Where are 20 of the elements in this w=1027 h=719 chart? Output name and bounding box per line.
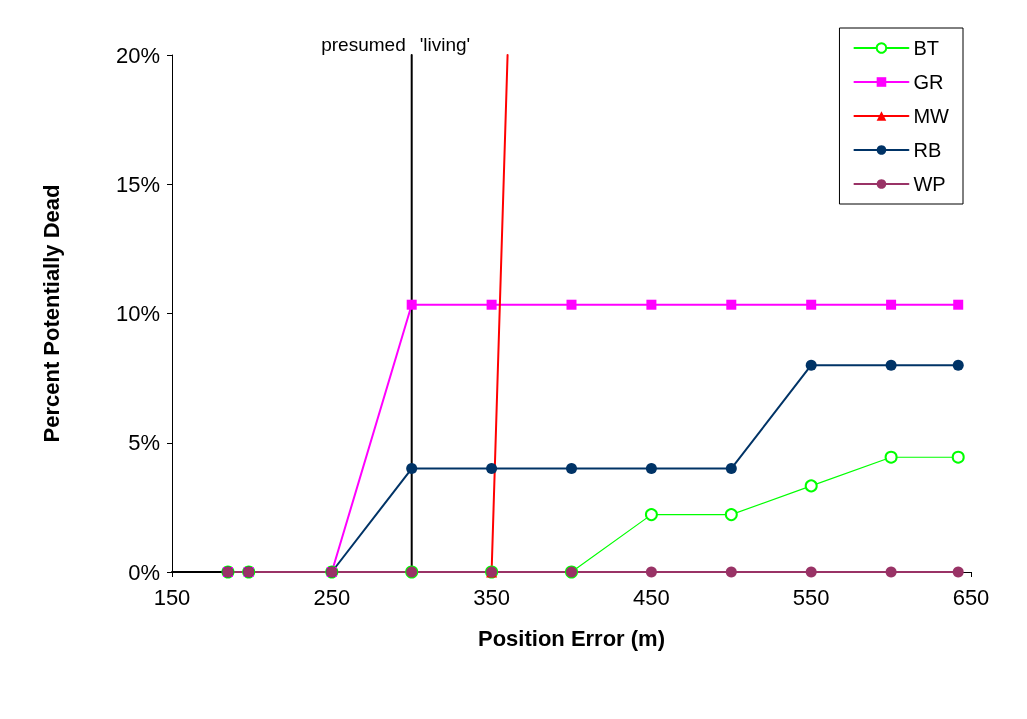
y-tick-label: 20% (115, 42, 160, 68)
x-tick-label: 350 (473, 584, 510, 610)
annotation: 'living' (419, 34, 471, 55)
annotation: presumed (321, 34, 406, 55)
legend-label: RB (913, 139, 942, 161)
x-tick-label: 150 (153, 584, 191, 610)
x-tick-label: 550 (792, 584, 830, 610)
legend-label: MW (913, 105, 950, 127)
y-tick-label: 5% (128, 430, 160, 456)
x-tick-label: 650 (952, 584, 990, 610)
y-tick-label: 0% (128, 559, 160, 585)
legend-label: GR (913, 71, 944, 93)
y-tick-label: 10% (115, 301, 160, 326)
legend-label: BT (913, 37, 940, 59)
y-axis-title: Percent Potentially Dead (38, 184, 64, 443)
x-axis-title: Position Error (m) (477, 625, 666, 651)
legend-label: WP (913, 173, 946, 195)
x-tick-label: 250 (313, 584, 351, 610)
y-tick-label: 15% (115, 171, 160, 197)
x-tick-label: 450 (633, 584, 670, 610)
